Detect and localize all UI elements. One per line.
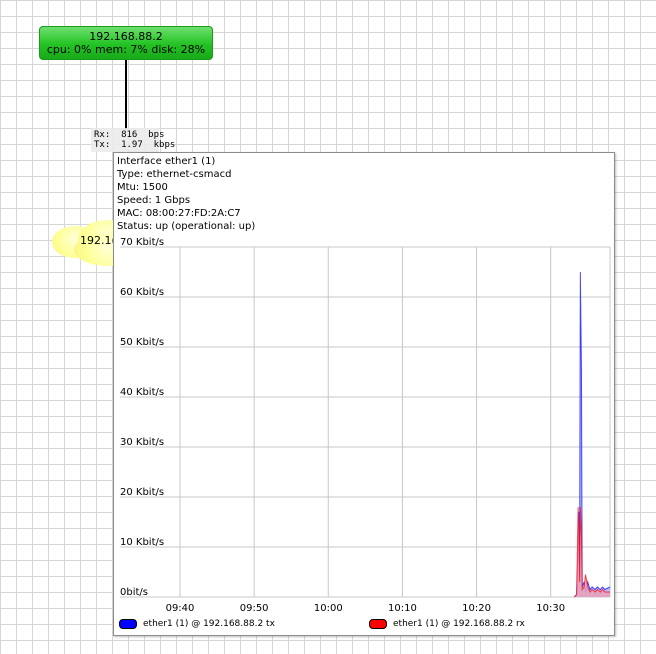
x-tick-label: 10:10 <box>388 603 417 614</box>
x-tick-label: 10:20 <box>462 603 491 614</box>
y-axis-ticks: 0bit/s 10 Kbit/s 20 Kbit/s 30 Kbit/s 40 Kbit… <box>120 237 164 598</box>
x-tick-label: 10:30 <box>536 603 565 614</box>
legend-item-tx: ether1 (1) @ 192.168.88.2 tx <box>119 619 275 629</box>
y-tick-label: 30 Kbit/s <box>120 437 164 448</box>
y-tick-label: 10 Kbit/s <box>120 537 164 548</box>
interface-info: Interface ether1 (1) Type: ethernet-csma… <box>117 155 255 233</box>
device-ip: 192.168.88.2 <box>89 30 163 43</box>
interface-title: Interface ether1 (1) <box>117 156 216 167</box>
interface-type: Type: ethernet-csmacd <box>117 169 232 180</box>
interface-mtu: Mtu: 1500 <box>117 182 168 193</box>
link-traffic-label: Rx: 816 bps Tx: 1.97 kbps <box>91 128 175 152</box>
x-axis-ticks: 09:40 09:50 10:00 10:10 10:20 10:30 <box>166 603 566 614</box>
y-tick-label: 60 Kbit/s <box>120 287 164 298</box>
x-tick-label: 10:00 <box>314 603 343 614</box>
legend-label-rx: ether1 (1) @ 192.168.88.2 rx <box>393 619 525 629</box>
chart-grid <box>120 246 611 598</box>
legend-swatch-rx <box>369 619 387 629</box>
y-tick-label: 50 Kbit/s <box>120 337 164 348</box>
series-line-rx <box>574 506 610 598</box>
y-tick-label: 40 Kbit/s <box>120 387 164 398</box>
interface-popup[interactable]: Interface ether1 (1) Type: ethernet-csma… <box>113 152 615 636</box>
y-tick-label: 0bit/s <box>120 587 148 598</box>
legend-swatch-tx <box>119 619 137 629</box>
y-tick-label: 20 Kbit/s <box>120 487 164 498</box>
traffic-chart: 0bit/s 10 Kbit/s 20 Kbit/s 30 Kbit/s 40 Kbit… <box>120 237 611 614</box>
x-tick-label: 09:50 <box>240 603 269 614</box>
link-rx: Rx: 816 bps <box>94 130 165 140</box>
interface-speed: Speed: 1 Gbps <box>117 195 191 206</box>
link-line[interactable] <box>125 60 127 130</box>
link-tx: Tx: 1.97 kbps <box>94 140 176 150</box>
legend-item-rx: ether1 (1) @ 192.168.88.2 rx <box>369 619 525 629</box>
x-tick-label: 09:40 <box>166 603 195 614</box>
chart-series <box>574 271 611 598</box>
cloud-label: 192.1( <box>80 234 116 247</box>
interface-mac: MAC: 08:00:27:FD:2A:C7 <box>117 208 241 219</box>
legend-label-tx: ether1 (1) @ 192.168.88.2 tx <box>143 619 275 629</box>
device-stats: cpu: 0% mem: 7% disk: 28% <box>46 43 206 56</box>
interface-status: Status: up (operational: up) <box>117 221 256 232</box>
device-box-192-168-88-2[interactable]: 192.168.88.2 cpu: 0% mem: 7% disk: 28% <box>39 26 213 60</box>
chart-legend: ether1 (1) @ 192.168.88.2 tx ether1 (1) … <box>119 619 609 633</box>
y-tick-label: 70 Kbit/s <box>120 237 164 248</box>
